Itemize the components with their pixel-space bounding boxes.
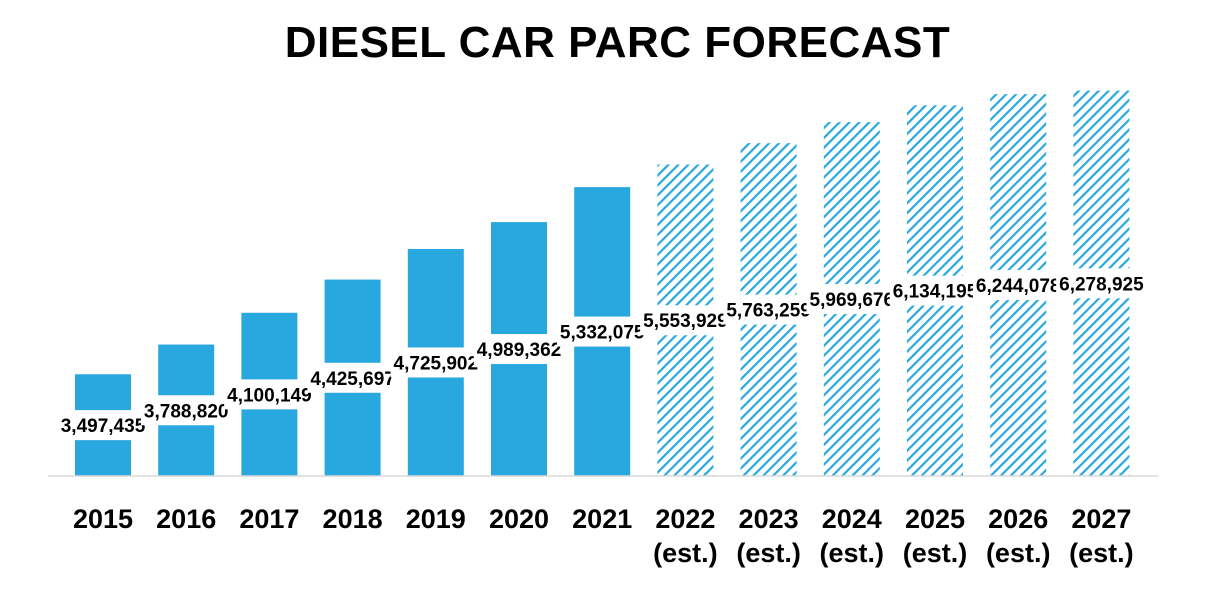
x-tick-label-2015: 2015	[73, 504, 133, 534]
x-tick-sublabel-2025: (est.)	[903, 538, 968, 568]
data-label-2022: 5,553,929	[643, 311, 728, 332]
data-labels-group: 3,497,4353,788,8204,100,1494,425,6974,72…	[57, 268, 1147, 441]
x-tick-sublabel-2022: (est.)	[653, 538, 718, 568]
x-tick-label-2021: 2021	[572, 504, 632, 534]
data-label-bg	[806, 284, 898, 315]
x-tick-label-2022: 2022	[655, 504, 715, 534]
data-label-2018: 4,425,697	[310, 369, 395, 390]
x-tick-label-2017: 2017	[239, 504, 299, 534]
data-label-bg	[473, 334, 565, 365]
data-label-2024: 5,969,676	[810, 290, 895, 311]
data-label-bg	[307, 362, 398, 393]
x-tick-label-2023: 2023	[739, 504, 799, 534]
chart-title: DIESEL CAR PARC FORECAST	[284, 18, 951, 67]
x-tick-labels-group: 2015 2016 2017 2018 2019 2020 2021 2022 (est.) 20…	[73, 504, 1134, 568]
data-label-2027: 6,278,925	[1059, 274, 1144, 295]
x-tick-sublabel-2026: (est.)	[986, 538, 1051, 568]
x-tick-label-2027: 2027	[1071, 504, 1131, 534]
data-label-2021: 5,332,075	[560, 323, 645, 344]
data-label-bg	[889, 275, 981, 306]
data-label-bg	[1056, 268, 1147, 299]
x-tick-sublabel-2024: (est.)	[820, 538, 885, 568]
x-tick-label-2019: 2019	[406, 504, 466, 534]
data-label-bg	[224, 379, 315, 410]
data-label-2017: 4,100,149	[227, 385, 312, 406]
x-tick-label-2025: 2025	[905, 504, 965, 534]
x-tick-label-2020: 2020	[489, 504, 549, 534]
x-tick-label-2016: 2016	[156, 504, 216, 534]
data-label-2025: 6,134,195	[893, 282, 978, 303]
data-label-2015: 3,497,435	[61, 416, 146, 437]
data-label-bg	[723, 294, 814, 325]
data-label-bg	[972, 270, 1064, 301]
data-label-2020: 4,989,362	[477, 340, 562, 361]
x-tick-label-2018: 2018	[323, 504, 383, 534]
data-label-bg	[640, 305, 731, 336]
data-label-bg	[57, 410, 149, 441]
data-label-bg	[140, 395, 232, 426]
data-label-2019: 4,725,902	[394, 353, 479, 374]
x-tick-label-2024: 2024	[822, 504, 882, 534]
data-label-2016: 3,788,820	[144, 401, 229, 422]
x-tick-sublabel-2027: (est.)	[1069, 538, 1134, 568]
data-label-bg	[390, 347, 482, 378]
data-label-2026: 6,244,078	[976, 276, 1061, 297]
x-tick-label-2026: 2026	[988, 504, 1048, 534]
data-label-bg	[556, 316, 648, 347]
data-label-2023: 5,763,259	[726, 301, 811, 322]
x-tick-sublabel-2023: (est.)	[736, 538, 801, 568]
